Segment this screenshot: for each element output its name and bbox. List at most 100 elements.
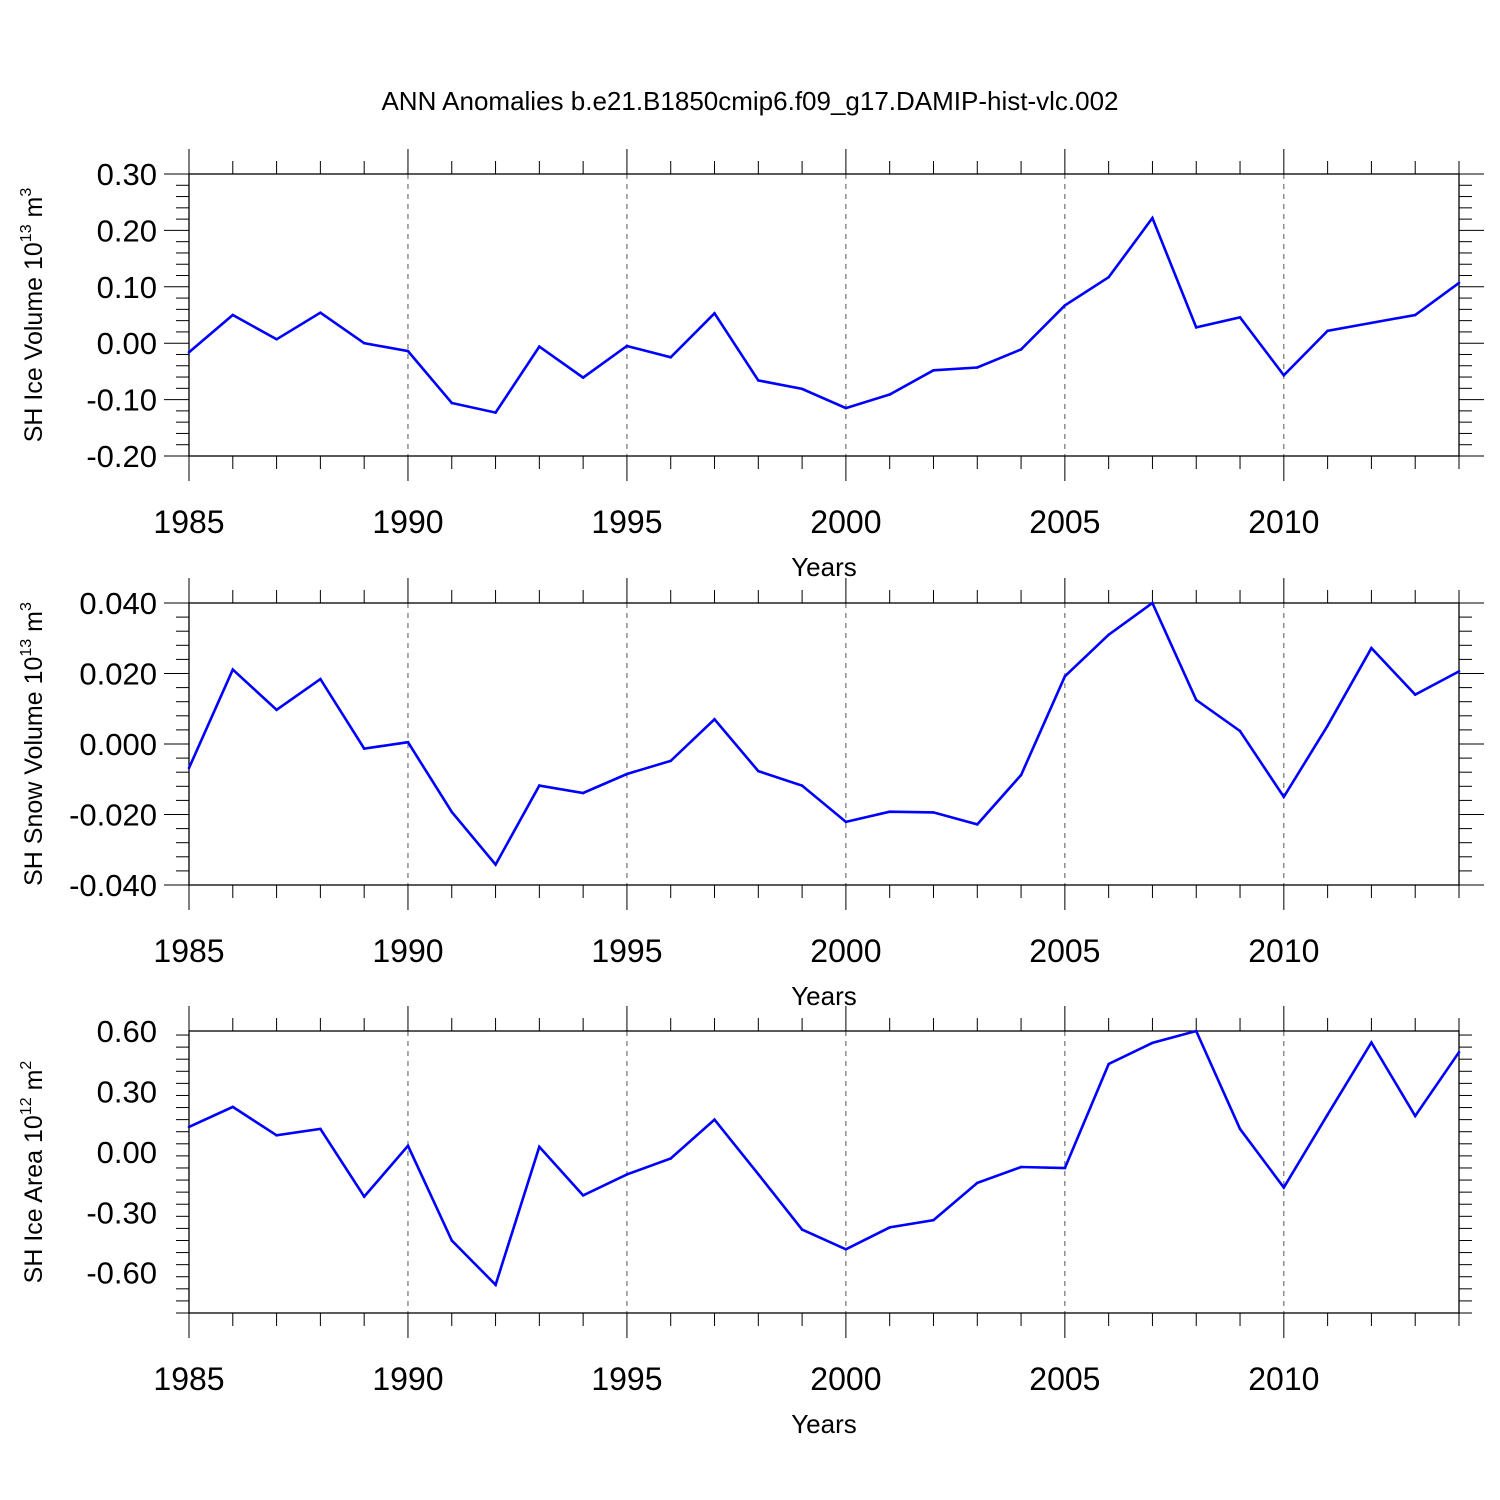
data-point [800, 1228, 804, 1231]
x-tick-label: 1985 [153, 933, 224, 969]
data-point [450, 810, 454, 814]
data-point [450, 1239, 454, 1242]
data-point [1194, 326, 1198, 329]
data-point [362, 1195, 366, 1198]
data-point [494, 1283, 497, 1287]
data-point [1194, 698, 1198, 702]
data-point [669, 759, 673, 763]
x-tick-label: 1985 [153, 1361, 224, 1397]
data-point [1107, 1062, 1110, 1066]
x-tick-label: 2010 [1248, 504, 1319, 540]
x-tick-label: 2000 [810, 933, 881, 969]
y-tick-label: 0.00 [97, 326, 157, 361]
data-point [1370, 646, 1373, 650]
data-point [932, 1218, 935, 1222]
y-tick-label: -0.60 [86, 1256, 157, 1291]
data-point [669, 356, 673, 359]
data-point [713, 1118, 716, 1121]
data-point [1282, 374, 1286, 377]
x-tick-label: 1995 [591, 1361, 662, 1397]
x-axis-label: Years [791, 981, 857, 1011]
data-point [1413, 693, 1417, 696]
data-point [450, 401, 454, 405]
data-point [713, 312, 716, 315]
data-point [800, 784, 804, 787]
y-tick-label: 0.020 [79, 657, 157, 692]
data-point [231, 313, 235, 317]
data-point [494, 863, 497, 866]
data-point [581, 791, 585, 795]
data-point [888, 810, 891, 813]
data-point [1457, 281, 1461, 285]
data-point [932, 811, 935, 814]
data-point [1151, 601, 1154, 605]
data-point [844, 820, 848, 824]
data-point [888, 393, 891, 396]
data-point [1282, 795, 1286, 799]
data-point [1019, 773, 1023, 777]
data-point [713, 718, 716, 721]
data-point [1019, 1165, 1023, 1169]
data-point [1151, 216, 1154, 220]
x-tick-label: 2005 [1029, 504, 1100, 540]
data-point [844, 1248, 848, 1251]
data-point [538, 784, 541, 787]
y-tick-label: -0.10 [86, 383, 157, 418]
data-point [1457, 1050, 1461, 1054]
series-line [187, 601, 1460, 867]
data-point [319, 1127, 322, 1131]
x-tick-label: 1990 [372, 1361, 443, 1397]
data-point [757, 769, 760, 773]
x-tick-label: 1995 [591, 933, 662, 969]
data-point [406, 740, 410, 744]
data-point [1326, 724, 1329, 727]
y-tick-label: 0.30 [97, 1074, 157, 1109]
data-point [1238, 1127, 1242, 1131]
data-point [1370, 321, 1373, 325]
x-tick-label: 1995 [591, 504, 662, 540]
data-point [581, 1194, 585, 1197]
y-tick-label: 0.60 [97, 1014, 157, 1049]
y-tick-label: 0.00 [97, 1135, 157, 1170]
data-point [231, 1105, 235, 1109]
data-point [494, 411, 497, 414]
data-point [932, 368, 935, 372]
data-point [319, 311, 322, 315]
data-point [800, 387, 804, 391]
data-point [187, 766, 191, 770]
data-point [1107, 275, 1110, 279]
data-point [1413, 1114, 1417, 1118]
data-point [975, 1181, 979, 1185]
data-point [1151, 1041, 1154, 1045]
x-tick-label: 1985 [153, 504, 224, 540]
y-tick-label: 0.10 [97, 270, 157, 305]
y-tick-label: -0.20 [86, 439, 157, 474]
data-point [1063, 1166, 1067, 1170]
data-point [757, 379, 760, 382]
x-tick-label: 2005 [1029, 1361, 1100, 1397]
data-point [625, 1173, 629, 1176]
x-tick-label: 2000 [810, 1361, 881, 1397]
data-point [275, 708, 278, 712]
data-point [581, 376, 585, 379]
data-point [362, 341, 366, 345]
data-point [275, 337, 278, 341]
data-point [538, 345, 541, 348]
data-point [275, 1134, 278, 1137]
y-tick-label: 0.20 [97, 213, 157, 248]
snow-volume-panel: -0.040 -0.020 0.000 0.020 0.040 1985 1990 1995 2… [18, 578, 1484, 1011]
ice-area-panel: -0.60 -0.30 0.00 0.30 0.60 1985 1990 1995 2000 20… [18, 1006, 1472, 1439]
x-tick-label: 2010 [1248, 933, 1319, 969]
data-point [406, 1144, 410, 1148]
data-point [1238, 729, 1242, 733]
plot-frame [188, 602, 1460, 886]
data-point [538, 1145, 541, 1149]
data-point [1107, 633, 1110, 637]
data-point [1238, 315, 1242, 319]
data-point [1326, 1113, 1329, 1116]
data-point [1413, 313, 1417, 317]
data-point [1457, 670, 1461, 673]
figure-title: ANN Anomalies b.e21.B1850cmip6.f09_g17.D… [381, 86, 1118, 116]
x-tick-label: 2005 [1029, 933, 1100, 969]
